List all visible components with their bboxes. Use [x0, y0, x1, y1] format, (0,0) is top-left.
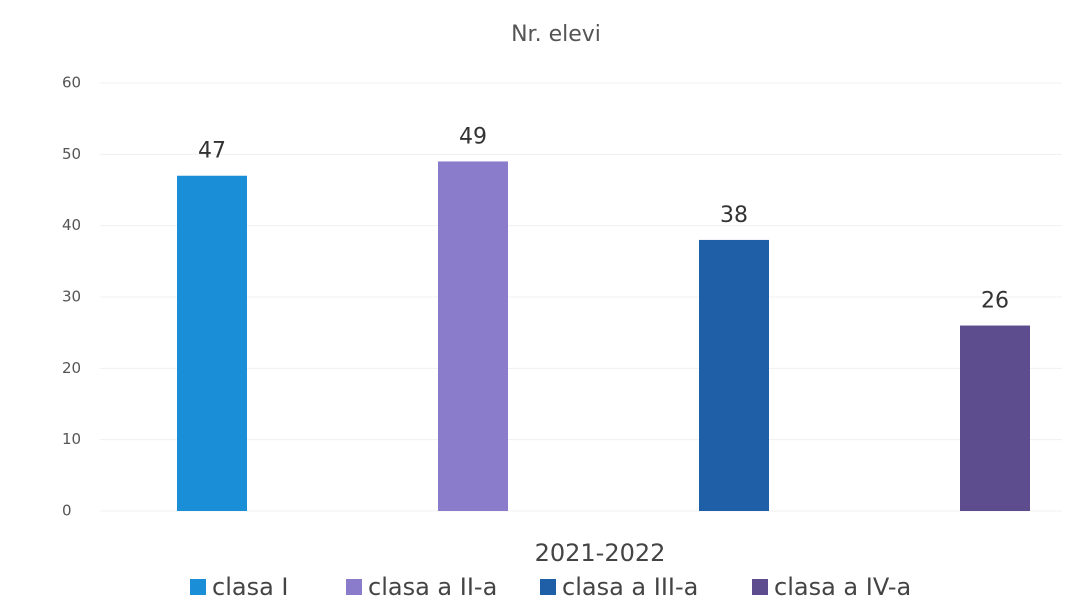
data-label: 26 — [981, 289, 1009, 314]
data-label: 38 — [720, 203, 748, 228]
bar — [438, 161, 508, 511]
y-tick-label: 10 — [62, 430, 81, 448]
legend-swatch — [752, 579, 768, 595]
data-label: 47 — [198, 139, 226, 164]
y-tick-label: 30 — [62, 288, 81, 306]
legend-swatch — [190, 579, 206, 595]
y-tick-label: 60 — [62, 74, 81, 92]
legend-label: clasa a III-a — [562, 573, 698, 601]
legend-label: clasa I — [212, 573, 289, 601]
y-tick-label: 20 — [62, 359, 81, 377]
legend-label: clasa a IV-a — [774, 573, 911, 601]
y-tick-label: 50 — [62, 145, 81, 163]
y-tick-label: 0 — [62, 502, 72, 520]
legend-swatch — [346, 579, 362, 595]
bar — [960, 325, 1030, 511]
y-tick-label: 40 — [62, 216, 81, 234]
bar — [177, 175, 247, 511]
legend-swatch — [540, 579, 556, 595]
bar — [699, 239, 769, 511]
x-tick-label: 2021-2022 — [535, 539, 666, 567]
chart-title: Nr. elevi — [511, 22, 601, 47]
legend-label: clasa a II-a — [368, 573, 497, 601]
data-label: 49 — [459, 124, 487, 149]
